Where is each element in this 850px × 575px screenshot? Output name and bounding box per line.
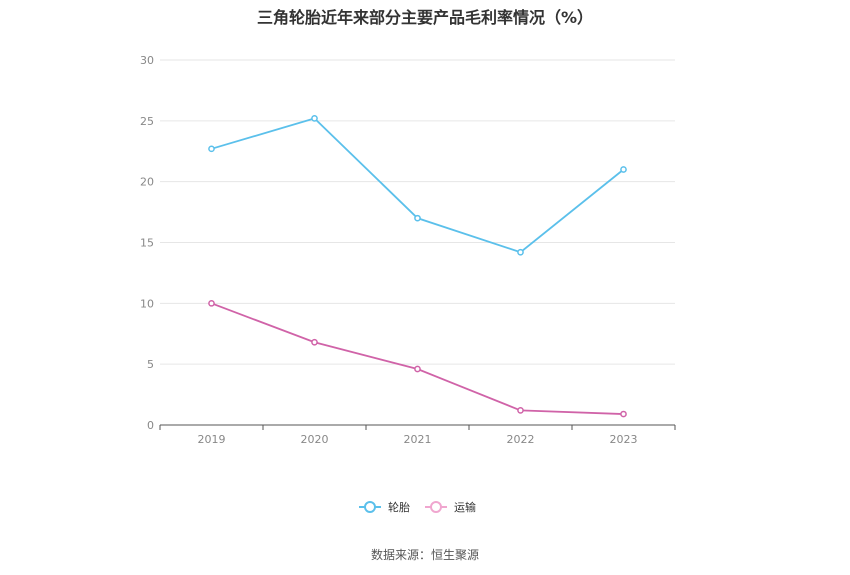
x-tick-label: 2021 [404, 433, 432, 446]
series-lines [208, 115, 627, 418]
data-point [620, 166, 627, 173]
y-tick-label: 5 [147, 358, 154, 371]
x-tick-label: 2023 [610, 433, 638, 446]
legend-marker [430, 501, 442, 513]
data-point [208, 299, 215, 307]
data-point [311, 115, 318, 122]
y-tick-label: 10 [140, 297, 154, 310]
data-point [208, 145, 215, 153]
y-tick-label: 20 [140, 176, 154, 189]
grid-lines [160, 59, 675, 365]
series-0 [208, 115, 627, 256]
y-tick-label: 30 [140, 54, 154, 67]
y-tick-label: 0 [147, 419, 154, 432]
chart-title: 三角轮胎近年来部分主要产品毛利率情况（%） [256, 8, 594, 27]
axes: 0 5 10 15 20 25 30 2019 2020 2021 2022 2023 [140, 54, 676, 446]
series-1 [208, 299, 627, 418]
series-line [211, 117, 625, 254]
data-point [414, 365, 421, 373]
legend-label: 轮胎 [388, 500, 410, 514]
data-point [311, 338, 318, 346]
legend-item[interactable]: 运输 [425, 500, 476, 514]
data-point [620, 410, 627, 418]
legend-label: 运输 [454, 500, 476, 514]
data-point [414, 214, 421, 222]
legend-marker [364, 501, 376, 513]
x-tick-label: 2020 [301, 433, 329, 446]
legend-item[interactable]: 轮胎 [359, 500, 410, 514]
x-tick-label: 2019 [198, 433, 226, 446]
y-tick-label: 25 [140, 115, 154, 128]
data-point [517, 248, 524, 256]
data-point [517, 407, 524, 414]
y-tick-label: 15 [140, 237, 154, 250]
source-note: 数据来源：恒生聚源 [370, 548, 479, 562]
legend[interactable]: 轮胎 运输 [359, 500, 476, 514]
x-tick-label: 2022 [507, 433, 535, 446]
series-line [211, 302, 624, 415]
